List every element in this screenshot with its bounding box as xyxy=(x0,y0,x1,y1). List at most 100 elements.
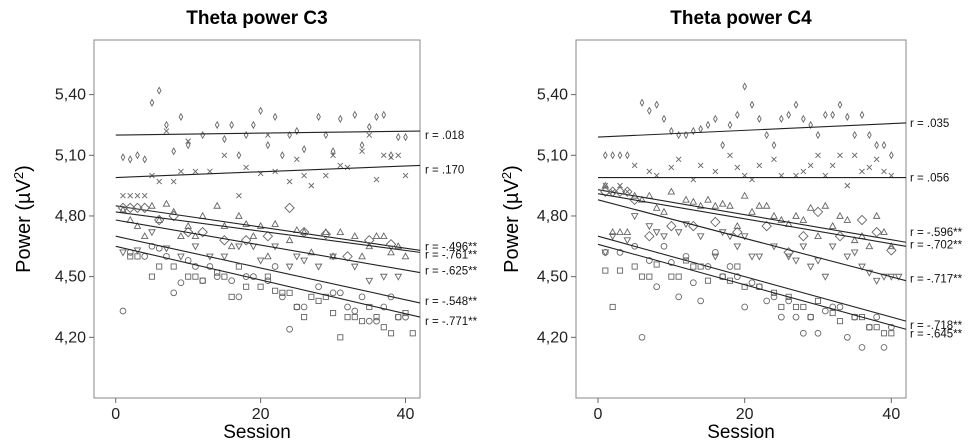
data-point-triangle-down xyxy=(623,237,632,245)
data-point-x xyxy=(829,162,836,169)
correlation-label: r = .018 xyxy=(425,130,464,142)
data-point-square xyxy=(344,314,351,321)
data-point-x xyxy=(141,192,148,199)
data-point-x xyxy=(120,192,126,199)
data-point-square xyxy=(221,273,228,280)
data-point-diamond xyxy=(852,130,857,140)
fit-line xyxy=(115,235,421,304)
data-point-circle xyxy=(829,303,837,311)
data-point-triangle xyxy=(601,181,610,189)
data-point-diamond-lg xyxy=(856,214,868,226)
data-point-circle xyxy=(279,293,286,301)
data-point-triangle-down xyxy=(755,253,764,261)
data-point-triangle-down xyxy=(645,223,654,231)
data-point-square xyxy=(690,263,697,270)
data-point-diamond xyxy=(388,151,394,160)
data-point-triangle xyxy=(806,203,815,211)
data-point-triangle xyxy=(162,199,171,207)
data-point-x xyxy=(881,168,887,175)
y-tick-label: 4,50 xyxy=(55,269,86,286)
data-point-x xyxy=(286,178,293,185)
data-point-triangle xyxy=(689,197,698,205)
data-point-x xyxy=(380,152,387,159)
data-point-triangle xyxy=(148,201,156,209)
data-point-square xyxy=(301,314,308,321)
data-point-square xyxy=(726,277,734,284)
data-point-x xyxy=(192,168,199,175)
data-point-square xyxy=(851,314,858,321)
data-point-diamond-lg xyxy=(761,220,772,232)
data-point-square xyxy=(257,283,264,290)
data-point-circle xyxy=(645,257,653,264)
data-point-circle xyxy=(601,249,609,256)
data-point-square xyxy=(836,318,844,325)
data-point-diamond xyxy=(830,110,835,119)
data-point-diamond xyxy=(337,114,343,123)
fit-line xyxy=(597,235,907,322)
data-point-square xyxy=(653,261,660,268)
data-point-square xyxy=(148,273,156,280)
data-point-square xyxy=(719,273,726,280)
data-point-triangle xyxy=(307,248,316,256)
data-point-triangle-down xyxy=(726,233,734,241)
data-point-triangle xyxy=(256,221,265,229)
series-triangle-down: r = -.717** xyxy=(597,199,963,286)
data-point-diamond-lg xyxy=(240,235,252,246)
data-point-triangle-down xyxy=(162,245,171,253)
data-point-x xyxy=(866,164,873,171)
data-point-x xyxy=(265,132,271,138)
data-point-square xyxy=(373,314,380,321)
data-point-square xyxy=(668,273,675,280)
data-point-square xyxy=(646,273,653,280)
series-diamond-lg: r = -.761** xyxy=(115,202,478,262)
data-point-diamond xyxy=(120,153,126,162)
data-point-diamond xyxy=(135,151,140,160)
data-point-x xyxy=(697,162,704,169)
data-point-x xyxy=(807,162,814,169)
data-point-diamond xyxy=(280,151,285,160)
data-point-x xyxy=(859,168,865,175)
data-point-triangle-down xyxy=(858,263,866,271)
data-point-diamond xyxy=(185,141,191,150)
data-point-diamond xyxy=(676,130,681,140)
data-point-diamond xyxy=(229,120,234,130)
data-point-square xyxy=(741,283,748,290)
data-point-circle xyxy=(821,307,829,315)
data-point-x xyxy=(800,168,807,175)
series-square: r = -.771** xyxy=(115,245,478,341)
fit-line xyxy=(597,193,907,247)
data-point-diamond xyxy=(294,126,300,136)
data-point-square xyxy=(315,297,322,304)
data-point-square xyxy=(235,263,242,270)
data-point-circle xyxy=(631,242,639,250)
data-point-triangle xyxy=(133,221,142,229)
series-diamond-lg: r = -.702** xyxy=(597,186,963,258)
data-point-triangle-down xyxy=(799,243,808,251)
data-point-square xyxy=(631,263,638,270)
data-point-square xyxy=(243,283,250,290)
data-point-triangle xyxy=(660,207,668,215)
data-point-diamond xyxy=(742,82,747,91)
data-point-circle xyxy=(873,313,881,321)
data-point-x xyxy=(323,172,329,179)
data-point-diamond xyxy=(874,141,879,150)
data-point-diamond xyxy=(301,145,307,154)
data-point-x xyxy=(170,178,177,185)
data-point-triangle-down xyxy=(711,253,720,261)
data-point-triangle xyxy=(394,242,403,250)
data-point-triangle-down xyxy=(821,273,830,281)
data-point-circle xyxy=(250,273,257,280)
data-point-triangle-down xyxy=(696,233,705,241)
series-x: r = .056 xyxy=(598,152,949,195)
data-point-square xyxy=(366,303,373,311)
data-point-diamond xyxy=(639,98,645,107)
data-point-triangle-down xyxy=(177,253,185,261)
data-point-square xyxy=(185,273,192,280)
data-point-x xyxy=(388,154,394,161)
y-tick-label: 4,80 xyxy=(537,208,568,225)
data-point-diamond xyxy=(757,114,762,123)
y-tick-label: 5,10 xyxy=(537,147,568,164)
data-point-triangle-down xyxy=(792,257,800,265)
x-tick-label: 0 xyxy=(111,406,120,423)
data-point-diamond-lg xyxy=(182,226,194,238)
